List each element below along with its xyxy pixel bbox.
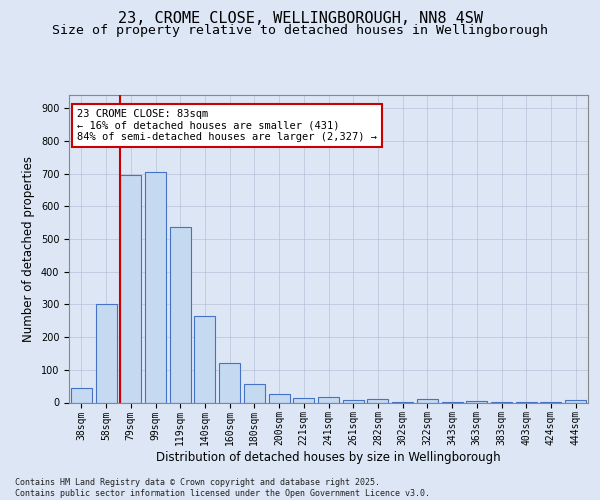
Text: Size of property relative to detached houses in Wellingborough: Size of property relative to detached ho… (52, 24, 548, 37)
Bar (71, 388, 92, 402)
Bar (170, 227, 191, 402)
Bar (565, 400, 586, 402)
Bar (293, 398, 314, 402)
Text: 23 CROME CLOSE: 83sqm
← 16% of detached houses are smaller (431)
84% of semi-det: 23 CROME CLOSE: 83sqm ← 16% of detached … (77, 109, 377, 142)
Bar (194, 316, 215, 402)
Bar (145, 172, 166, 402)
Bar (318, 396, 339, 402)
Text: Contains HM Land Registry data © Crown copyright and database right 2025.
Contai: Contains HM Land Registry data © Crown c… (15, 478, 430, 498)
Bar (244, 384, 265, 402)
Bar (367, 399, 388, 402)
X-axis label: Distribution of detached houses by size in Wellingborough: Distribution of detached houses by size … (156, 451, 501, 464)
Bar (417, 399, 438, 402)
Bar (269, 394, 290, 402)
Text: 23, CROME CLOSE, WELLINGBOROUGH, NN8 4SW: 23, CROME CLOSE, WELLINGBOROUGH, NN8 4SW (118, 11, 482, 26)
Bar (343, 400, 364, 402)
Bar (95, 304, 116, 402)
Bar (120, 175, 141, 402)
Bar (466, 401, 487, 402)
Bar (219, 363, 240, 403)
Y-axis label: Number of detached properties: Number of detached properties (22, 156, 35, 342)
